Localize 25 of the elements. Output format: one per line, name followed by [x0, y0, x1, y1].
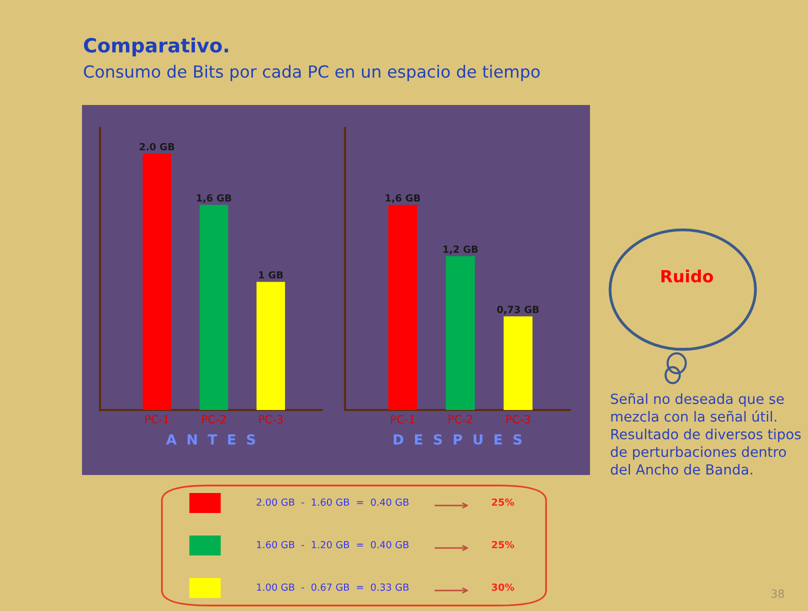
text: 1.60 GB - 1.20 GB = 0.40 GB: [257, 540, 409, 548]
text: 25%: [492, 540, 514, 548]
data-label: 0,73 GB: [497, 306, 539, 314]
chart-title: Comparativo.: [84, 38, 228, 56]
x-tick-label: PC-3: [259, 415, 283, 424]
data-label: 1 GB: [259, 271, 283, 279]
x-axis-title: D E S P U E S: [394, 434, 522, 445]
x-tick-label: PC-3: [506, 415, 530, 424]
text: Señal no deseada que se mezcla con la señal útil. Resultado de diversos tipos de perturbaciones dentro del Ancho de Banda.: [610, 393, 801, 475]
x-axis-title: A N T E S: [166, 434, 255, 445]
x-tick-label: PC-1: [145, 415, 169, 424]
text: 1.00 GB - 0.67 GB = 0.33 GB: [257, 583, 409, 591]
data-label: 1,6 GB: [196, 194, 232, 203]
chart-subtitle: Consumo de Bits por cada PC en un espacio de tiempo: [84, 64, 540, 82]
text: 38: [771, 589, 784, 598]
text: 2.00 GB - 1.60 GB = 0.40 GB: [256, 498, 409, 506]
data-label: 1,6 GB: [386, 194, 420, 203]
text: 25%: [492, 498, 514, 506]
text: Ruido: [661, 270, 713, 282]
x-tick-label: PC-1: [391, 415, 414, 424]
x-tick-label: PC-2: [448, 415, 472, 424]
text: 30%: [492, 583, 514, 591]
data-label: 1,2 GB: [443, 246, 478, 254]
x-tick-label: PC-2: [202, 415, 226, 424]
data-label: 2.0 GB: [140, 143, 174, 150]
